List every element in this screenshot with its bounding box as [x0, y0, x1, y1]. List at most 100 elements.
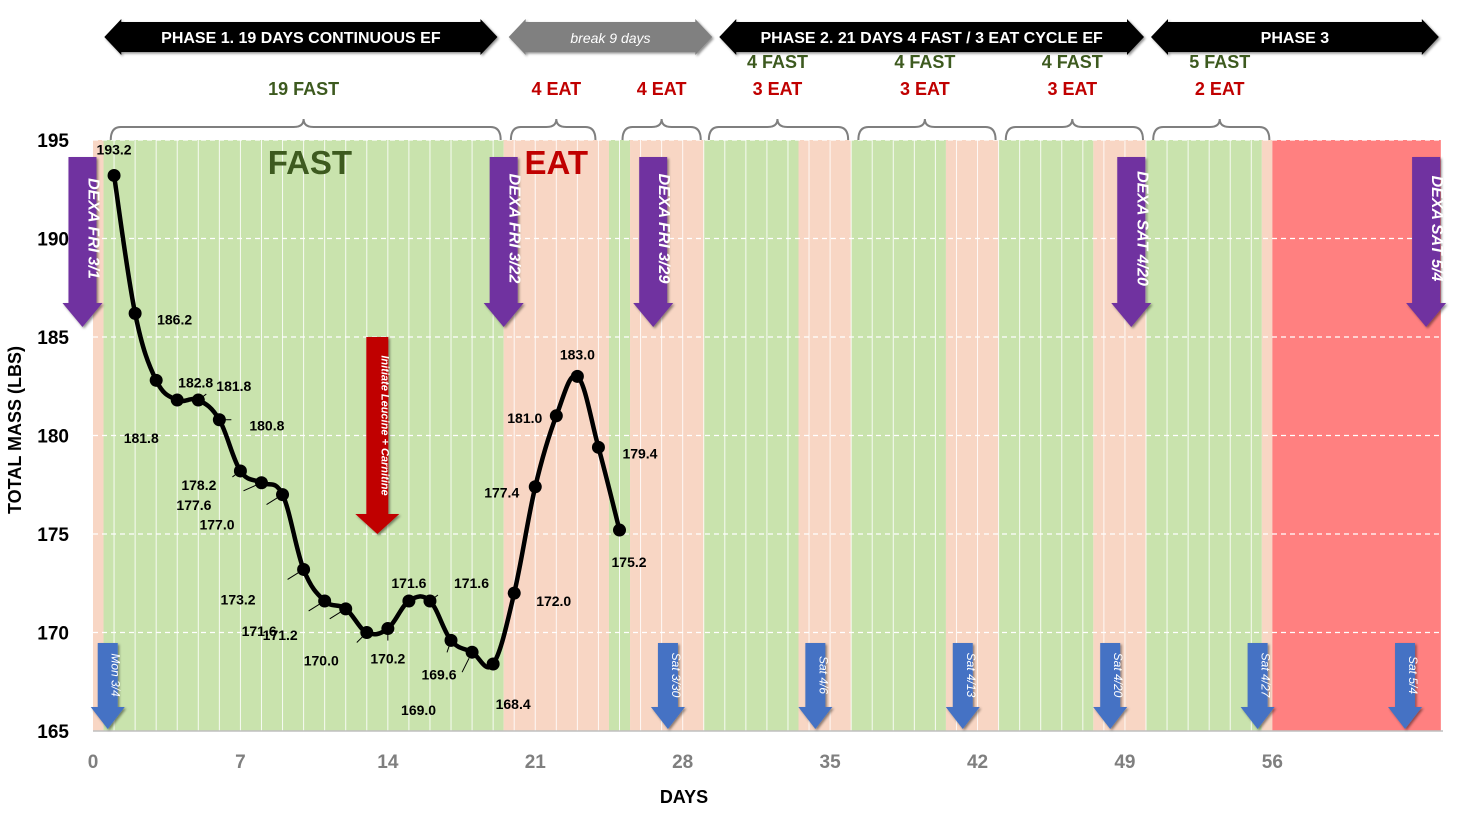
date-arrow [798, 643, 833, 729]
x-tick-label: 56 [1262, 752, 1283, 773]
phase-arrow [719, 19, 1144, 55]
phase-arrow [1151, 19, 1439, 55]
data-label: 172.0 [536, 593, 571, 609]
group-brace [707, 118, 850, 141]
date-label: Sat 3/30 [669, 653, 683, 698]
group-brace [109, 118, 502, 141]
band-eat [93, 140, 104, 731]
x-axis-title: DAYS [660, 787, 708, 807]
label-leader-line [266, 497, 279, 506]
x-tick-label: 49 [1114, 752, 1135, 773]
dexa-label: DEXA FRI 3/1 [84, 178, 101, 279]
data-point [591, 440, 605, 454]
group-brace [857, 118, 997, 141]
brace-label-fast: 4 FAST [747, 52, 808, 72]
brace-label-fast: 4 FAST [894, 52, 955, 72]
date-label: Sat 4/13 [964, 653, 978, 698]
data-label: 177.4 [484, 485, 519, 501]
date-label: Sat 4/20 [1111, 653, 1125, 698]
y-tick-label: 195 [37, 131, 69, 152]
x-tick-label: 28 [672, 752, 693, 773]
dexa-arrow [633, 157, 674, 327]
data-point [402, 594, 416, 608]
region-label-fast: FAST [268, 144, 352, 181]
data-point [465, 645, 479, 659]
date-label: Mon 3/4 [109, 653, 123, 697]
label-leader-line [287, 572, 300, 580]
y-tick-label: 180 [37, 427, 69, 448]
data-point [170, 393, 184, 407]
data-label: 183.0 [560, 346, 595, 362]
data-label: 181.0 [507, 410, 542, 426]
dexa-arrow [1406, 157, 1447, 327]
group-brace [621, 118, 702, 141]
data-label: 170.2 [370, 651, 405, 667]
arrow-markers: DEXA FRI 3/1 DEXA FRI 3/22 DEXA FRI 3/29 DE… [62, 157, 1447, 729]
data-label: 171.6 [391, 575, 426, 591]
phase-label: PHASE 3 [1261, 30, 1330, 47]
x-tick-label: 7 [235, 752, 246, 773]
band-eat [945, 140, 999, 731]
data-label: 182.8 [178, 374, 213, 390]
data-label: 180.8 [249, 418, 284, 434]
group-brace [1152, 118, 1271, 141]
axes: 165 170 175 180 185 190 195 0 7 14 21 28 35 42 49 56 DAY… [5, 131, 1443, 807]
data-point [191, 393, 205, 407]
data-label: 171.2 [263, 627, 298, 643]
data-label: 173.2 [221, 591, 256, 607]
x-tick-label: 14 [377, 752, 399, 773]
data-label: 193.2 [97, 141, 132, 157]
date-label: Sat 5/4 [1406, 656, 1420, 694]
dexa-label: DEXA SAT 4/20 [1133, 171, 1150, 286]
data-point [423, 594, 437, 608]
break-arrow [508, 19, 713, 55]
dexa-arrow [1111, 157, 1152, 327]
data-point [318, 594, 332, 608]
x-tick-label: 21 [525, 752, 547, 773]
label-leader-line [329, 611, 342, 620]
data-label: 171.6 [454, 575, 489, 591]
date-arrow [945, 643, 980, 729]
data-point [339, 602, 353, 616]
data-point [297, 562, 311, 576]
label-leader-line [356, 635, 365, 643]
data-point [444, 633, 458, 647]
x-tick-label: 35 [820, 752, 842, 773]
data-point [149, 373, 163, 387]
label-leader-line [432, 594, 439, 600]
date-arrow [650, 643, 685, 729]
y-tick-label: 185 [37, 328, 69, 349]
label-leader-line [232, 472, 239, 478]
data-point [254, 476, 268, 490]
data-point [570, 369, 584, 383]
data-label: 179.4 [622, 445, 657, 461]
brace-label-eat: 3 EAT [900, 79, 950, 99]
brace-label-eat: 3 EAT [753, 79, 803, 99]
brace-label-fast: 5 FAST [1189, 52, 1250, 72]
data-point [276, 488, 290, 502]
region-labels: FAST EAT [268, 144, 588, 181]
data-label: 181.8 [216, 378, 251, 394]
data-label: 177.0 [199, 517, 234, 533]
y-tick-label: 190 [37, 230, 69, 251]
group-brace [509, 118, 597, 141]
brace-label-fast: 19 FAST [268, 79, 339, 99]
data-point [549, 409, 563, 423]
data-label: 170.0 [304, 653, 339, 669]
phase-arrow [104, 19, 498, 55]
phase-label: PHASE 2. 21 DAYS 4 FAST / 3 EAT CYCLE EF [760, 30, 1103, 47]
label-leader-line [243, 484, 257, 492]
brace-label-eat: 4 EAT [637, 79, 687, 99]
leucine-label: Initiate Leucine + Carnitine [378, 355, 390, 495]
leucine-arrow [355, 337, 400, 534]
group-brace [1004, 118, 1144, 141]
label-leader-line [308, 603, 321, 612]
data-point [507, 586, 521, 600]
date-arrow [90, 643, 125, 729]
data-point [233, 464, 247, 478]
date-label: Sat 4/27 [1259, 653, 1273, 699]
x-tick-label: 42 [967, 752, 988, 773]
weight-series: 193.2186.2182.8181.8181.8180.8178.2177.6… [97, 141, 658, 718]
date-arrow [1093, 643, 1128, 729]
